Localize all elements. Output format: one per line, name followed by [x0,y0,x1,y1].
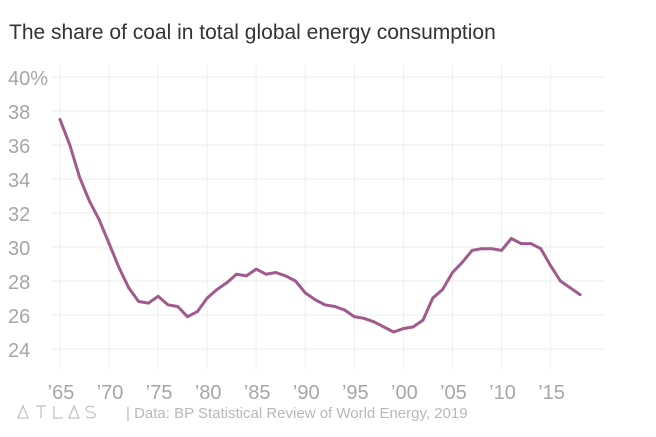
data-point [421,318,425,322]
data-point [539,247,543,251]
data-point [88,199,91,203]
x-tick-label: ’90 [293,382,320,400]
data-point [343,308,346,312]
data-point [245,274,248,278]
x-tick-label: ’10 [489,382,516,400]
data-point [578,293,582,296]
x-axis-ticks: ’65 ’70 ’75 ’80 ’85 ’90 ’95 ’00 ’05 ’10 ’15 [48,382,565,400]
data-point [235,272,239,276]
x-tick-label: ’95 [342,382,369,400]
x-tick-label: ’75 [146,382,173,400]
data-point [254,267,258,271]
data-point [549,264,552,268]
x-tick-label: ’15 [538,382,565,400]
data-point [529,242,533,246]
x-tick-label: ’80 [195,382,222,400]
data-point [284,274,288,278]
data-point [166,303,170,307]
x-tick-label: ’85 [244,382,271,400]
data-point [509,237,513,240]
data-point [68,143,72,147]
y-tick-label: 26 [8,306,30,328]
data-point [362,317,366,320]
data-point [519,242,523,246]
data-point [97,218,101,222]
data-point [401,327,405,330]
data-point [313,298,317,302]
data-point [215,288,219,291]
data-point [500,249,503,252]
line-chart: 40% 38 36 34 32 30 28 26 24 ’65 ’70 ’75 ’80 ’85 ’90 ’9… [8,65,604,400]
data-point [441,288,445,291]
data-point [352,315,356,319]
data-point [78,175,82,179]
y-tick-label: 36 [8,136,30,158]
data-point [156,294,160,298]
y-tick-label: 34 [8,170,30,192]
atlas-logo [17,404,96,419]
data-point [195,310,199,313]
x-tick-label: ’65 [48,382,75,400]
y-tick-label: 32 [8,204,30,226]
data-point [431,296,435,300]
x-tick-label: ’70 [97,382,124,400]
x-tick-label: ’00 [391,382,418,400]
data-point [146,301,150,305]
series-lines [58,118,582,334]
data-point [205,296,209,300]
data-point [333,305,337,308]
data-point [411,325,415,329]
data-point [372,320,376,324]
y-tick-label: 28 [8,272,30,294]
y-tick-label: 30 [8,238,30,260]
data-point [294,279,297,283]
data-source: | Data: BP Statistical Review of World E… [126,405,468,422]
data-point [264,272,268,276]
y-tick-label: 24 [8,340,30,362]
data-point [470,249,474,252]
data-point [186,315,189,319]
data-point [127,286,131,290]
data-point [490,247,494,251]
y-tick-label: 38 [8,102,30,124]
data-point [137,300,140,303]
data-point [58,118,62,121]
series-line [58,118,582,334]
footer: | Data: BP Statistical Review of World E… [17,402,637,424]
data-point [274,271,278,274]
data-point [225,281,229,285]
data-point [568,286,572,290]
data-point [480,247,484,251]
data-point [451,271,454,274]
y-tick-label: 40% [8,68,48,90]
data-point [323,303,327,307]
data-point [558,279,562,283]
chart-title: The share of coal in total global energy… [9,21,496,44]
data-point [460,260,464,264]
gridlines [52,65,604,369]
data-point [392,330,395,334]
x-tick-label: ’05 [440,382,467,400]
data-point [382,325,386,329]
data-point [107,242,111,246]
data-point [117,266,121,269]
y-axis-ticks: 40% 38 36 34 32 30 28 26 24 [8,68,48,362]
data-point [176,305,180,308]
data-point [303,291,307,295]
